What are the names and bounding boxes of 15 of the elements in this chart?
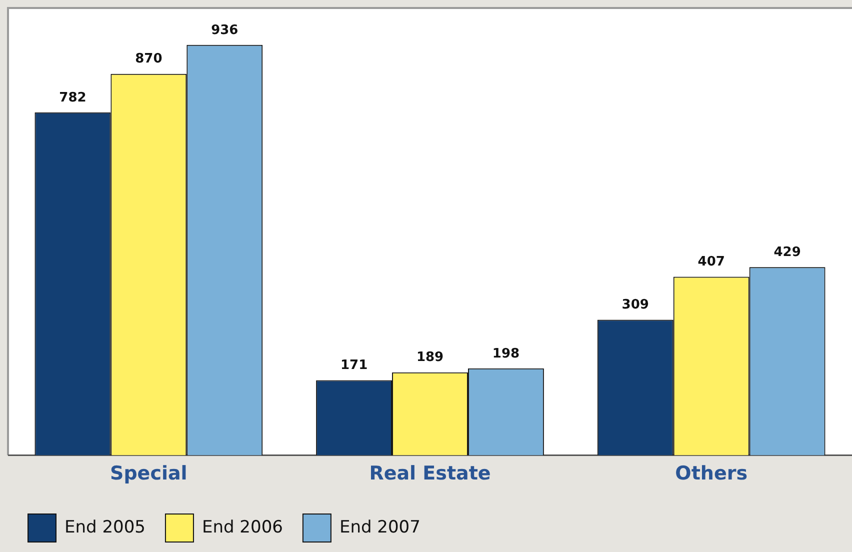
legend-label: End 2006 bbox=[202, 517, 283, 538]
x-tick-label: Others bbox=[675, 462, 748, 485]
legend-label: End 2007 bbox=[339, 517, 420, 538]
data-label: 782 bbox=[59, 90, 86, 106]
legend-label: End 2005 bbox=[64, 517, 146, 538]
data-label: 198 bbox=[492, 346, 520, 362]
data-label: 936 bbox=[211, 22, 238, 38]
data-label: 309 bbox=[622, 298, 649, 313]
x-tick-label: Special bbox=[110, 462, 188, 485]
data-label: 171 bbox=[340, 358, 368, 374]
data-label: 407 bbox=[698, 254, 725, 270]
data-label: 429 bbox=[774, 245, 801, 260]
data-label: 870 bbox=[135, 52, 162, 67]
data-label: 189 bbox=[416, 350, 444, 366]
x-tick-label: Real Estate bbox=[369, 462, 491, 485]
